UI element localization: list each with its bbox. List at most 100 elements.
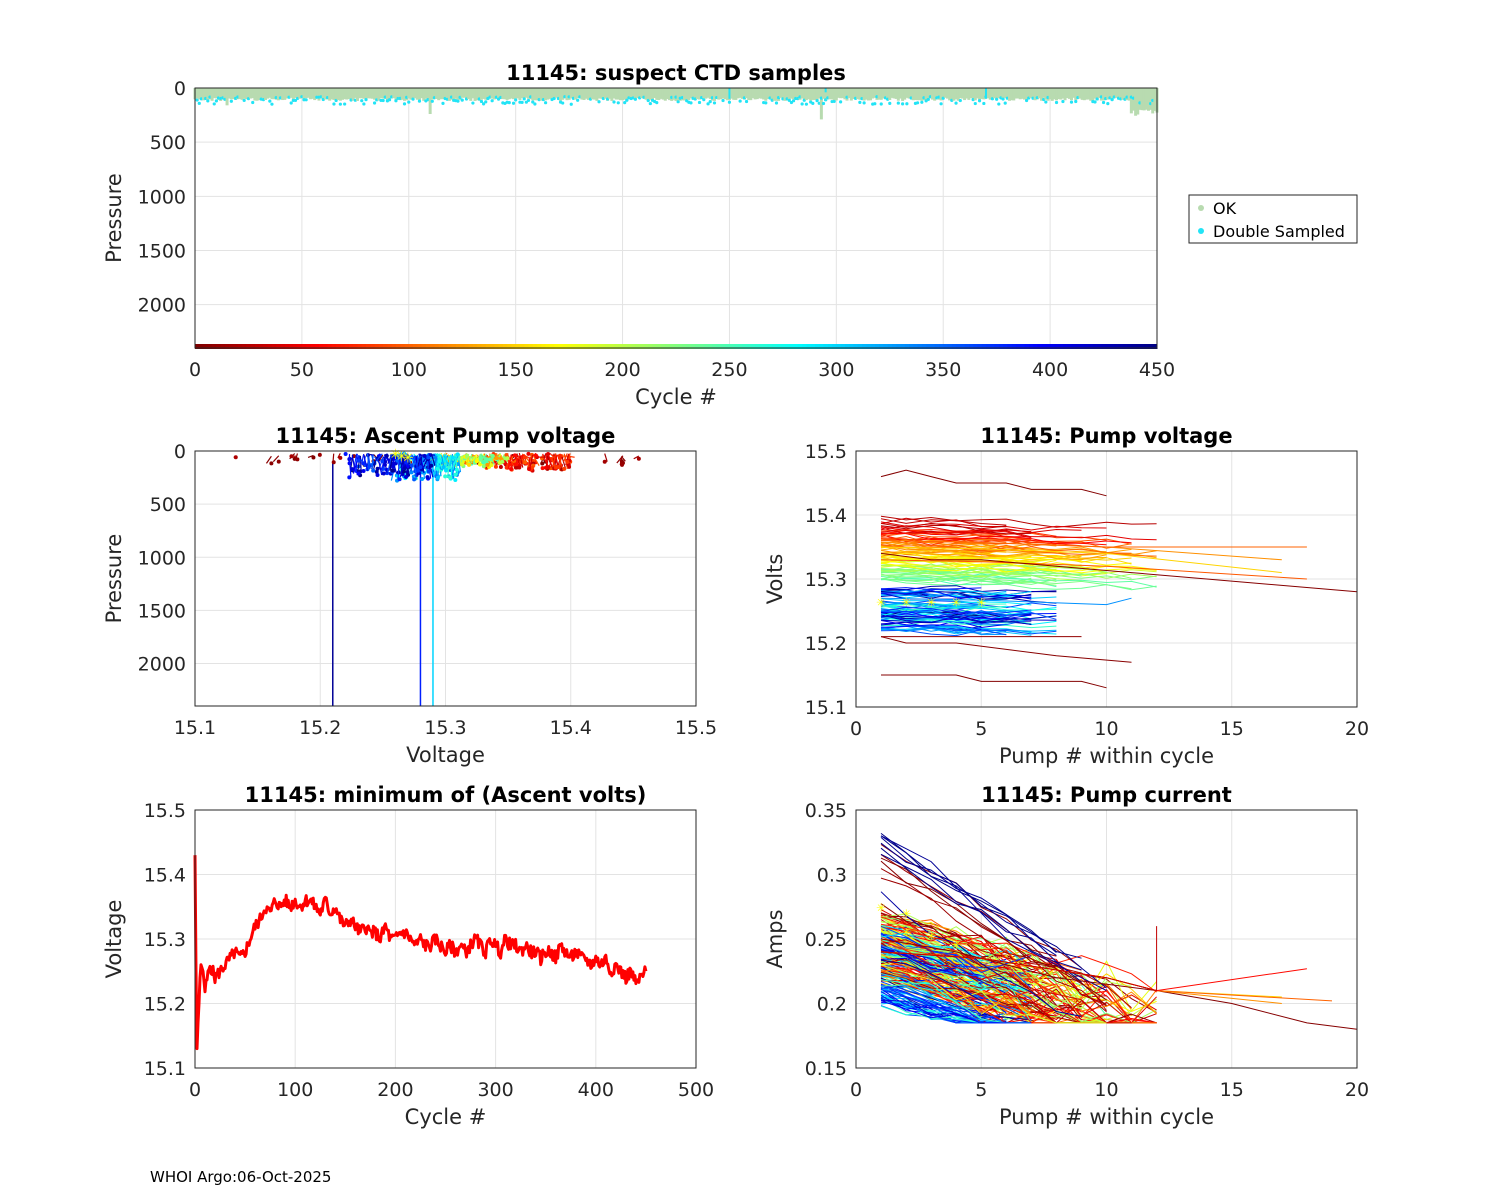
ascent-sample-point	[426, 455, 431, 460]
ascent-sample-point	[380, 458, 385, 463]
ascent-sample-point	[453, 477, 458, 482]
cycle-colorbar-segment	[960, 344, 966, 349]
ascent-profile-trace	[547, 454, 553, 468]
ascent-ytick-label: 2000	[138, 654, 186, 676]
minimum-ascent-volts-panel: 0 100 200 300 400 500 15.1 15.2 15.3 15.4 15.5 1114…	[102, 783, 714, 1129]
double-sampled-point	[721, 98, 725, 103]
pump-voltage-series	[880, 603, 1007, 610]
double-sampled-point	[789, 100, 794, 105]
double-sampled-point	[702, 98, 706, 102]
ascent-sample-point	[504, 453, 509, 458]
minv-ytick-label: 15.4	[144, 865, 186, 887]
cycle-colorbar-segment	[861, 344, 867, 349]
double-sampled-point	[460, 98, 464, 102]
cycle-colorbar-segment	[669, 344, 675, 349]
cycle-colorbar-segment	[720, 344, 726, 349]
cycle-colorbar-segment	[1050, 344, 1055, 349]
ascent-profile-trace	[563, 453, 568, 463]
ascent-sample-point	[409, 463, 414, 468]
double-sampled-point	[708, 100, 712, 104]
double-sampled-point	[1001, 97, 1005, 101]
cycle-colorbar-segment	[370, 344, 376, 349]
cycle-colorbar-segment	[528, 344, 534, 349]
cycle-colorbar-segment	[1114, 344, 1120, 349]
suspect-xtick-label: 250	[711, 359, 747, 381]
cycle-colorbar-segment	[909, 344, 914, 349]
cycle-colorbar-segment	[622, 344, 628, 349]
double-sampled-point	[214, 99, 218, 103]
cycle-colorbar-segment	[956, 344, 961, 349]
cycle-colorbar-segment	[430, 344, 435, 349]
cycle-colorbar-segment	[763, 344, 769, 349]
cycle-colorbar-segment	[990, 344, 996, 349]
ascent-profile-trace	[450, 454, 453, 479]
cycle-colorbar-segment	[964, 344, 970, 349]
ascent-profile-trace	[416, 455, 419, 471]
suspect-plot-area	[193, 88, 1159, 349]
double-sampled-point	[623, 101, 627, 105]
ascent-sample-point	[540, 466, 545, 471]
cycle-colorbar-segment	[378, 344, 384, 349]
suspect-ctd-panel: 0 50 100 150 200 250 300 350 400 450 0 500 1000 1500 2…	[102, 61, 1175, 409]
cycle-colorbar-segment	[639, 344, 645, 349]
cycle-colorbar-segment	[331, 344, 337, 349]
ascent-sample-point	[311, 455, 316, 460]
cycle-colorbar-segment	[515, 344, 521, 349]
cycle-colorbar-segment	[1054, 344, 1060, 349]
cycle-colorbar-segment	[926, 344, 931, 349]
pump-current-series	[880, 916, 1082, 985]
cycle-colorbar-segment	[361, 344, 367, 349]
ascent-sample-point	[350, 467, 355, 472]
cycle-colorbar-segment	[280, 344, 286, 349]
cycle-colorbar-segment	[819, 344, 825, 349]
double-sampled-point	[394, 99, 398, 103]
cycle-colorbar-segment	[767, 344, 773, 349]
double-sampled-point	[242, 98, 246, 103]
double-sampled-point	[954, 101, 958, 105]
ascent-sample-point	[484, 457, 489, 462]
ascent-sample-point	[450, 455, 455, 460]
ascent-profile-trace	[383, 456, 388, 474]
cycle-colorbar-segment	[844, 344, 850, 349]
cycle-colorbar-segment	[887, 344, 893, 349]
cycle-colorbar-segment	[870, 344, 876, 349]
cycle-colorbar-segment	[1020, 344, 1025, 349]
cycle-colorbar-segment	[789, 344, 795, 349]
cycle-colorbar-segment	[340, 344, 346, 349]
cycle-colorbar-segment	[246, 344, 252, 349]
ascent-sample-point	[356, 458, 361, 463]
suspect-ylabel: Pressure	[102, 173, 126, 263]
double-sampled-point	[832, 99, 836, 104]
ascent-sample-point	[375, 466, 380, 471]
pump-voltage-series	[880, 578, 1157, 591]
cycle-colorbar-segment	[755, 344, 760, 349]
cycle-colorbar-segment	[353, 344, 358, 349]
cycle-colorbar-segment	[793, 344, 799, 349]
ascent-sample-point	[384, 453, 389, 458]
double-sampled-point	[402, 102, 407, 106]
cycle-colorbar-segment	[1131, 344, 1137, 349]
double-sampled-point	[411, 97, 415, 101]
double-sampled-point	[804, 102, 809, 106]
ascent-sample-point	[404, 460, 409, 465]
cycle-colorbar-segment	[780, 344, 786, 349]
ascent-sample-point	[418, 465, 423, 470]
legend-double-label: Double Sampled	[1213, 222, 1345, 241]
minv-xtick-label: 500	[678, 1079, 714, 1101]
ascent-sample-point	[553, 465, 558, 470]
cycle-colorbar-segment	[293, 344, 299, 349]
double-sampled-point	[862, 101, 866, 105]
pumpv-xtick-label: 15	[1220, 718, 1244, 740]
cycle-colorbar-segment	[1058, 344, 1064, 349]
cycle-colorbar-segment	[759, 344, 765, 349]
pump-current-series	[880, 984, 982, 1014]
ascent-profile-trace	[411, 454, 418, 466]
double-sampled-point	[484, 100, 488, 104]
cycle-colorbar-segment	[237, 344, 243, 349]
pumpi-ylabel: Amps	[763, 909, 787, 968]
cycle-colorbar-segment	[678, 344, 683, 349]
cycle-colorbar-segment	[699, 344, 705, 349]
cycle-colorbar-segment	[592, 344, 598, 349]
highlight-star-marker: ✳	[976, 595, 986, 609]
double-sampled-point	[289, 101, 293, 105]
